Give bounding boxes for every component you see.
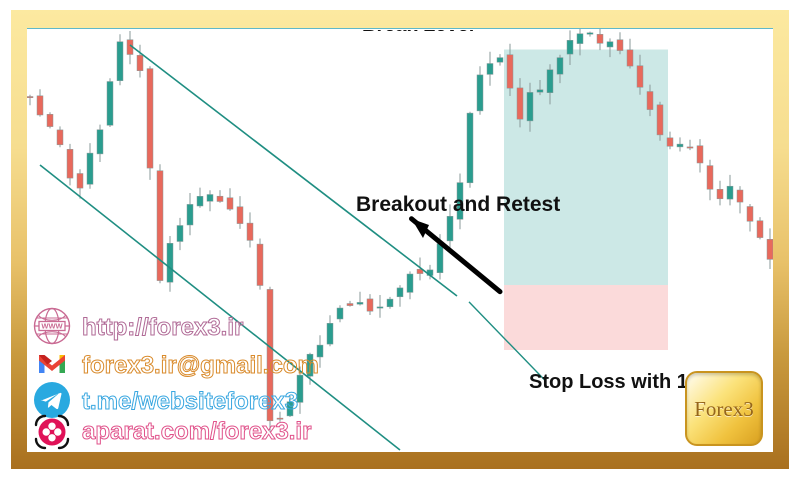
svg-text:WWW: WWW [41, 322, 63, 331]
